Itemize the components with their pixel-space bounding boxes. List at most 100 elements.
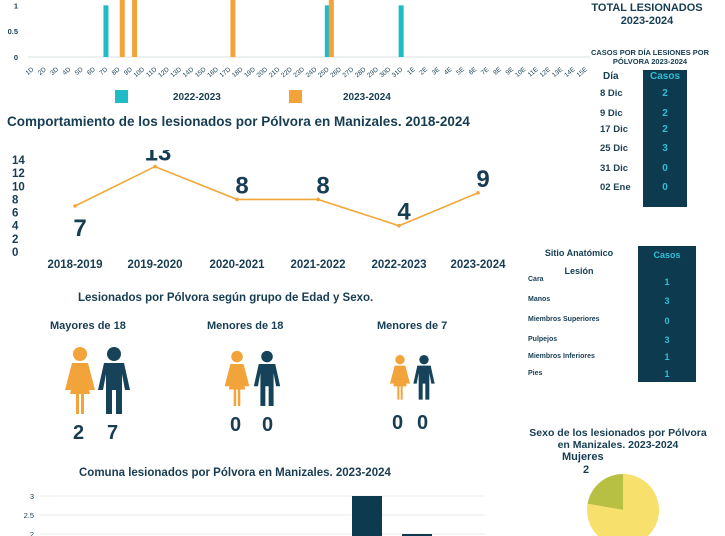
x-tick-label: 10D (132, 66, 146, 79)
x-tick-label: 13E (551, 66, 565, 79)
x-tick-label: 24D (305, 66, 319, 79)
x-tick-label: 2019-2020 (128, 259, 183, 271)
trend-line (74, 165, 479, 227)
y-tick-label: 8 (12, 194, 19, 206)
x-tick-label: 5E (455, 66, 466, 77)
y-tick-label: 2.5 (24, 511, 34, 520)
x-tick-label: 15E (576, 66, 590, 79)
x-tick-label: 20D (255, 66, 269, 79)
legend-label-2023: 2023-2024 (343, 92, 391, 103)
x-tick-label: 2023-2024 (451, 259, 507, 271)
anatomic-row-cases: 1 (664, 369, 670, 379)
x-tick-label: 14D (182, 66, 196, 79)
x-tick-label: 9E (505, 66, 516, 77)
trend-point (316, 197, 320, 202)
bar-2022-2023 (398, 5, 404, 58)
daily-table-title-line1: CASOS POR DÍA LESIONES POR (590, 48, 710, 57)
anatomic-row-site: Cara (528, 276, 544, 283)
daily-row-day: 25 Dic (600, 143, 628, 154)
x-tick-label: 13D (169, 66, 183, 79)
anatomic-row-cases: 1 (664, 277, 670, 287)
daily-table-title: CASOS POR DÍA LESIONES POR PÓLVORA 2023-… (575, 48, 725, 66)
anatomic-row-site: Pies (528, 370, 543, 377)
x-tick-label: 23D (292, 66, 306, 79)
trend-chart-title: Comportamiento de los lesionados por Pól… (7, 114, 470, 129)
male-count: 0 (417, 412, 429, 434)
male-figure-icon (98, 347, 130, 414)
anatomic-row-cases: 0 (664, 316, 670, 326)
anatomic-row-cases: 1 (664, 352, 670, 362)
x-tick-label: 26D (329, 66, 343, 79)
x-tick-label: 8E (492, 66, 503, 77)
daily-row-cases: 0 (662, 182, 668, 193)
x-tick-label: 21D (268, 66, 282, 79)
x-tick-label: 10E (514, 66, 528, 79)
daily-row-cases: 2 (662, 108, 668, 119)
daily-row-day: 17 Dic (600, 124, 628, 135)
bar-2022-2023 (324, 5, 330, 58)
y-tick-label: 0.5 (8, 27, 18, 36)
comuna-bar (352, 496, 382, 536)
x-tick-label: 1D (25, 66, 36, 77)
x-tick-label: 2020-2021 (210, 259, 266, 271)
sex-pie-title: Sexo de los lesionados por Pólvora en Ma… (512, 427, 724, 451)
trend-point (73, 204, 77, 208)
trend-data-label: 8 (316, 172, 329, 199)
trend-point (476, 191, 480, 195)
x-tick-label: 5D (74, 66, 85, 77)
y-tick-label: 3 (30, 492, 34, 501)
daily-row-cases: 2 (662, 88, 668, 99)
anatomic-site-header-line1: Sitio Anatómico (544, 248, 614, 258)
daily-row-cases: 3 (662, 143, 668, 154)
y-tick-label: 14 (12, 155, 25, 167)
daily-row-cases: 2 (662, 124, 668, 135)
anatomic-row-cases: 3 (664, 296, 670, 306)
x-tick-label: 9D (123, 66, 134, 77)
x-tick-label: 3D (49, 66, 60, 77)
x-tick-label: 30D (378, 66, 392, 79)
trend-data-label: 4 (397, 199, 411, 226)
daily-table-title-line2: PÓLVORA 2023-2024 (612, 57, 688, 66)
sex-pie-title-line2: en Manizales. 2023-2024 (557, 439, 679, 451)
bar-2023-2024 (132, 0, 138, 57)
comuna-chart-title: Comuna lesionados por Pólvora en Manizal… (79, 467, 391, 479)
total-title-line1: TOTAL LESIONADOS (591, 2, 703, 14)
daily-row-day: 9 Dic (600, 108, 623, 119)
x-tick-label: 6D (86, 66, 97, 77)
age-sex-title: Lesionados por Pólvora según grupo de Ed… (78, 292, 374, 304)
anatomic-site-header: Sitio Anatómico Lesión (527, 244, 631, 280)
x-tick-label: 11E (527, 66, 540, 79)
legend-label-2022: 2022-2023 (173, 92, 221, 103)
age-group-label: Mayores de 18 (50, 320, 126, 332)
x-tick-label: 31D (391, 66, 405, 79)
female-count: 0 (392, 412, 404, 434)
female-figure-icon (390, 355, 410, 400)
y-tick-label: 10 (12, 181, 25, 193)
x-tick-label: 15D (194, 66, 208, 79)
daily-row-day: 31 Dic (600, 163, 628, 174)
daily-table-cases-header: Casos (649, 71, 680, 82)
y-tick-label: 4 (12, 221, 19, 233)
x-tick-label: 18D (231, 66, 245, 79)
x-tick-label: 29D (366, 66, 380, 79)
male-count: 7 (107, 422, 119, 444)
x-tick-label: 28D (354, 66, 368, 79)
anatomic-row-site: Miembros Superiores (528, 316, 600, 323)
bar-2023-2024 (328, 0, 334, 57)
x-tick-label: 2018-2019 (48, 259, 103, 271)
x-tick-label: 4D (61, 66, 72, 77)
daily-row-cases: 0 (662, 163, 668, 174)
y-tick-label: 2 (12, 234, 18, 246)
x-tick-label: 22D (280, 66, 294, 79)
bar-2023-2024 (230, 0, 236, 57)
x-tick-label: 1E (406, 66, 417, 77)
x-tick-label: 7E (480, 66, 491, 77)
x-tick-label: 16D (206, 66, 220, 79)
anatomic-row-site: Miembros Inferiores (528, 353, 595, 360)
anatomic-cases-column (638, 246, 696, 382)
age-group-under18: Menores de 18 0 0 (200, 318, 310, 448)
x-tick-label: 25D (317, 66, 331, 79)
anatomic-row-site: Pulpejos (528, 336, 558, 343)
anatomic-row-site: Manos (528, 296, 551, 303)
